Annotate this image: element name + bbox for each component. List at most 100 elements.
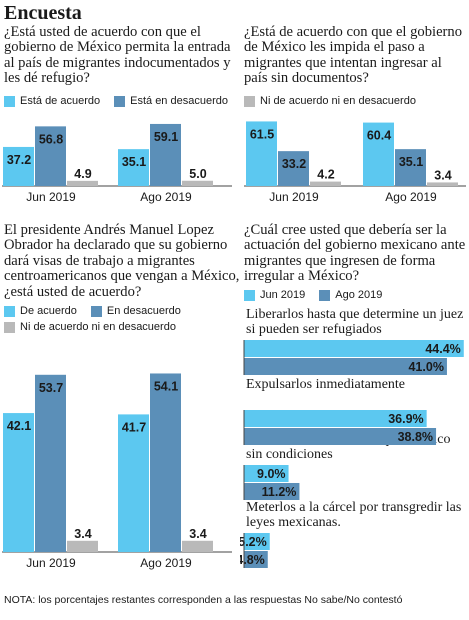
bar (150, 373, 181, 552)
bar (3, 146, 34, 186)
legend-swatch (4, 305, 15, 317)
legend-swatch (244, 289, 255, 301)
legend-item-disagree: En desacuerdo (90, 305, 181, 317)
legend-swatch (244, 95, 255, 107)
legend-label: Jun 2019 (260, 289, 306, 301)
legend-label: Está de acuerdo (20, 95, 101, 107)
bar-value-label: 53.7 (39, 381, 63, 395)
bar (278, 151, 309, 186)
bar-value-label: 4.2 (317, 168, 334, 182)
bar (244, 533, 270, 550)
bar-value-label: 56.8 (39, 132, 63, 146)
legend-swatch (114, 95, 126, 107)
bar-value-label: 37.2 (7, 153, 31, 167)
bar (35, 126, 66, 186)
bar-value-label: 3.4 (434, 168, 451, 182)
bar-value-label: 4.8% (240, 553, 265, 567)
bar-value-label: 61.5 (250, 127, 274, 141)
category-label: Ago 2019 (140, 556, 192, 570)
chart3-question: El presidente Andrés Manuel Lopez Obrado… (4, 222, 240, 300)
category-label: Jun 2019 (269, 190, 319, 204)
bar (244, 483, 300, 500)
chart1-question: ¿Está usted de acuerdo con que el gobier… (4, 24, 231, 87)
bar (244, 358, 447, 375)
bar (3, 413, 34, 552)
legend-label: Está en desacuerdo (130, 95, 228, 107)
bar-value-label: 9.0% (257, 467, 286, 481)
bar-value-label: 5.0 (189, 167, 206, 181)
legend-swatch (90, 305, 102, 317)
legend-item-neutral: Ni de acuerdo ni en desacuerdo (244, 95, 416, 107)
legend-item-neutral: Ni de acuerdo ni en desacuerdo (4, 321, 176, 333)
legend-swatch (319, 289, 331, 301)
legend-label: Ago 2019 (335, 289, 383, 301)
hbar-category-label: Expulsarlos inmediatamente (246, 377, 406, 392)
bar (182, 180, 213, 186)
legend-label: De acuerdo (20, 305, 77, 317)
bar (67, 180, 98, 186)
bar-value-label: 41.0% (408, 360, 443, 374)
chart3-legend-neutral: Ni de acuerdo ni en desacuerdo (4, 321, 176, 333)
bar-value-label: 3.4 (74, 527, 91, 541)
hbar-category-label: Liberarlos hasta que determine un juez s… (246, 307, 464, 337)
legend-swatch (4, 95, 15, 107)
bar (427, 182, 458, 186)
bar-value-label: 41.7 (122, 420, 146, 434)
legend-label: Ni de acuerdo ni en desacuerdo (260, 95, 416, 107)
chart4-legend: Jun 2019 Ago 2019 (244, 289, 382, 301)
chart3-plot: 42.1 53.7 3.4 Jun 2019 41.7 54.1 3.4 Ago 2019 (2, 373, 232, 570)
legend-item-ago: Ago 2019 (319, 289, 382, 301)
legend-item-agree: Está de acuerdo (4, 95, 100, 107)
chart4-plot: 44.4% 41.0% 36.9% 38.8% 9.0% 11.2% 5.2% 4.8% (240, 340, 464, 568)
chart2-plot: 61.5 33.2 4.2 Jun 2019 60.4 35.1 3.4 Ago 2019 (244, 121, 466, 204)
page-title: Encuesta (4, 2, 82, 24)
bar (118, 149, 149, 186)
bar-value-label: 44.4% (425, 342, 460, 356)
legend-swatch (4, 321, 15, 333)
category-label: Ago 2019 (385, 190, 437, 204)
chart1-legend-neutral: Ni de acuerdo ni en desacuerdo (244, 95, 416, 107)
bar (35, 374, 66, 552)
bar-value-label: 38.8% (398, 430, 433, 444)
legend-item-jun: Jun 2019 (244, 289, 305, 301)
chart2-question: ¿Está de acuerdo con que el gobierno de … (244, 24, 463, 87)
hbar-category-label: Meterlos a la cárcel por transgredir las… (246, 500, 462, 530)
bar (67, 540, 98, 552)
bar-value-label: 35.1 (399, 155, 423, 169)
bar-value-label: 5.2% (240, 535, 267, 549)
chart4-question: ¿Cuál cree usted que debería ser la actu… (244, 222, 466, 285)
legend-item-agree: De acuerdo (4, 305, 77, 317)
bar (244, 465, 289, 482)
bar (395, 149, 426, 186)
bar (150, 123, 181, 186)
bar-value-label: 33.2 (282, 157, 306, 171)
bar (246, 121, 277, 186)
bar-value-label: 42.1 (7, 419, 31, 433)
bar-value-label: 3.4 (189, 527, 206, 541)
bar-value-label: 36.9% (388, 412, 423, 426)
bar (244, 410, 427, 427)
bar-value-label: 4.9 (74, 167, 91, 181)
bar-value-label: 54.1 (154, 379, 178, 393)
bar (244, 428, 437, 445)
bar-value-label: 60.4 (367, 129, 391, 143)
bar (244, 340, 464, 357)
bar-value-label: 35.1 (122, 155, 146, 169)
legend-label: Ni de acuerdo ni en desacuerdo (20, 321, 176, 333)
bar (363, 122, 394, 186)
bar (310, 181, 341, 186)
category-label: Jun 2019 (26, 190, 76, 204)
category-label: Ago 2019 (140, 190, 192, 204)
bar-value-label: 11.2% (262, 485, 297, 499)
legend-label: En desacuerdo (106, 305, 181, 317)
chart1-legend: Está de acuerdo Está en desacuerdo (4, 95, 228, 107)
bar (118, 414, 149, 552)
legend-item-disagree: Está en desacuerdo (114, 95, 228, 107)
bar-value-label: 59.1 (154, 130, 178, 144)
category-label: Jun 2019 (26, 556, 76, 570)
bar (182, 540, 213, 552)
chart3-legend: De acuerdo En desacuerdo (4, 305, 181, 317)
footnote: NOTA: los porcentajes restantes correspo… (4, 594, 403, 606)
bar (244, 551, 268, 568)
chart1-plot: 37.2 56.8 4.9 Jun 2019 35.1 59.1 5.0 Ago 2019 (2, 123, 232, 204)
